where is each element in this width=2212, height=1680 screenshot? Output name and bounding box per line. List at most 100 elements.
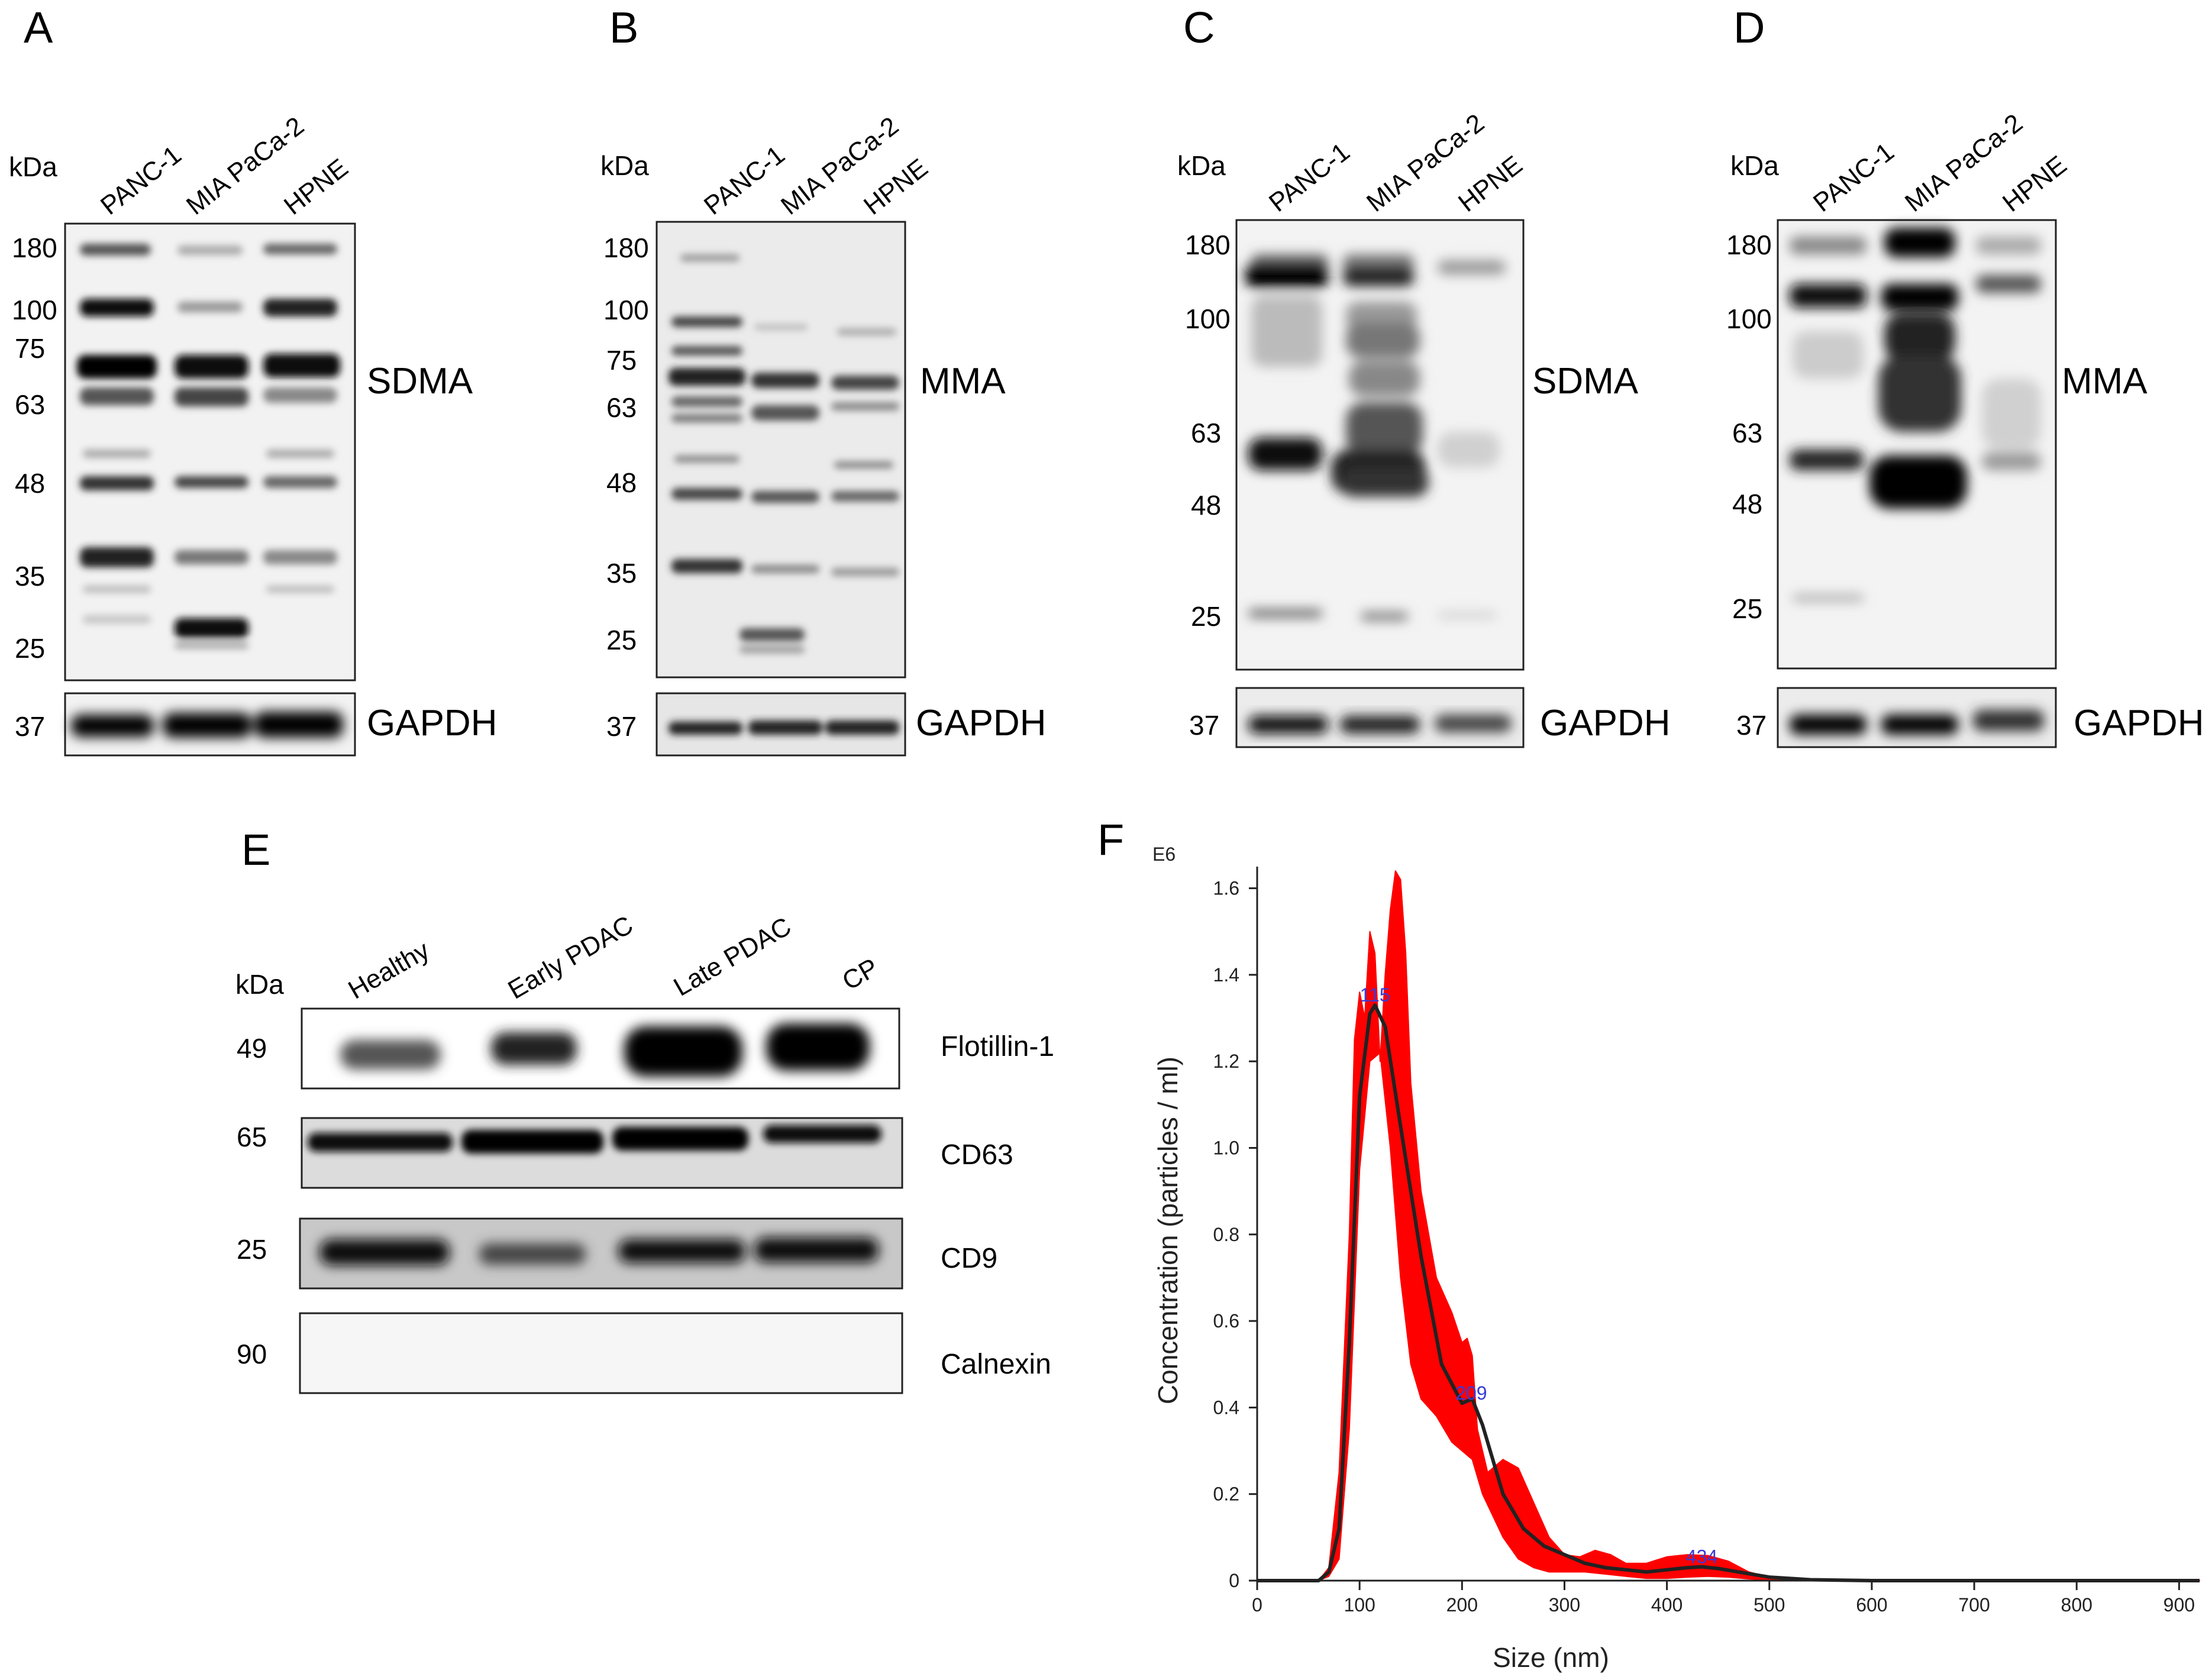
x-tick-label: 700: [1958, 1594, 1990, 1616]
antibody-label: SDMA: [367, 361, 473, 402]
panel-c: C kDa PANC-1 MIA PaCa-2 HPNE: [1177, 3, 1670, 748]
y-tick-label: 0.6: [1213, 1310, 1239, 1332]
row-label: Flotillin-1: [941, 1031, 1054, 1062]
panel-label-d: D: [1733, 3, 1765, 52]
bands: [340, 1023, 870, 1077]
marker: 75: [15, 333, 45, 364]
lane-label: HPNE: [1997, 150, 2072, 218]
size-distribution-chart: 0 0.2 0.4 0.6 0.8 1.0 1.2 1.4 1.6 0 100 200 300 400 50…: [1152, 867, 2200, 1673]
marker: 63: [15, 389, 45, 420]
x-tick-label: 400: [1651, 1594, 1683, 1616]
row-label: CD9: [941, 1243, 997, 1274]
markers: 180 100 63 48 25: [1185, 230, 1231, 632]
y-multiplier-label: E6: [1152, 844, 1176, 865]
panel-d: D kDa PANC-1 MIA PaCa-2 HPNE 180 100: [1726, 3, 2204, 748]
peak-label: 209: [1455, 1382, 1487, 1404]
row-label: CD63: [941, 1139, 1013, 1171]
control-label: GAPDH: [2074, 703, 2204, 744]
marker: 100: [1726, 303, 1772, 334]
marker: 48: [606, 467, 637, 498]
marker: 65: [237, 1122, 267, 1152]
marker: 48: [1732, 489, 1762, 519]
marker: 48: [1191, 490, 1221, 521]
y-tick-label: 1.0: [1213, 1137, 1239, 1158]
y-tick-label: 0.4: [1213, 1397, 1239, 1418]
lane-labels: PANC-1 MIA PaCa-2 HPNE: [1808, 108, 2072, 218]
y-tick-label: 0.8: [1213, 1224, 1239, 1245]
panel-a: A kDa PANC-1 MIA PaCa-2 HPNE: [9, 3, 497, 757]
x-axis-label: Size (nm): [1493, 1642, 1609, 1673]
peak-label: 115: [1360, 984, 1390, 1006]
lane-label: HPNE: [858, 153, 934, 221]
kda-label: kDa: [1177, 150, 1226, 181]
x-tick-label: 900: [2163, 1594, 2195, 1616]
lane-label: PANC-1: [95, 140, 187, 221]
marker: 100: [1185, 303, 1231, 334]
marker: 37: [606, 711, 637, 742]
x-tick-label: 600: [1856, 1594, 1887, 1616]
y-tick-label: 0: [1229, 1570, 1239, 1591]
panel-f: F E6 0 0.2 0.4 0.6 0.8 1.0 1.2 1.4 1.6 0 100 200 300…: [1097, 815, 2200, 1673]
lane-labels: Healthy Early PDAC Late PDAC CP: [344, 910, 883, 1005]
blot-calnexin: [299, 1312, 903, 1394]
marker: 180: [12, 232, 57, 263]
markers: 180 100 75 63 48 35 25: [603, 232, 649, 655]
peak-label: 434: [1686, 1546, 1717, 1568]
y-tick-label: 0.2: [1213, 1484, 1239, 1505]
lane-label: PANC-1: [1264, 137, 1355, 218]
marker: 63: [1732, 418, 1762, 448]
panel-b: B kDa PANC-1 MIA PaCa-2 HPNE: [600, 3, 1046, 757]
marker: 75: [606, 345, 637, 376]
panel-label-e: E: [241, 825, 270, 874]
x-tick-label: 800: [2061, 1594, 2092, 1616]
lane-labels: PANC-1 MIA PaCa-2 HPNE: [95, 111, 354, 221]
row-label: Calnexin: [941, 1349, 1051, 1380]
markers: 180 100 63 48 25: [1726, 230, 1772, 624]
bands: [71, 712, 343, 738]
bands: [308, 1125, 881, 1154]
lane-label: CP: [838, 953, 883, 996]
bands: [77, 244, 340, 649]
kda-label: kDa: [600, 150, 649, 181]
kda-label: kDa: [1730, 150, 1779, 181]
control-label: GAPDH: [367, 703, 497, 744]
marker: 25: [1191, 601, 1221, 632]
y-tick-label: 1.4: [1213, 964, 1239, 986]
bands: [669, 254, 899, 653]
mean-line: [1257, 1003, 2200, 1582]
marker: 35: [606, 558, 637, 589]
y-tick-label: 1.6: [1213, 878, 1239, 899]
lane-label: Healthy: [344, 936, 435, 1005]
y-tick-label: 1.2: [1213, 1051, 1239, 1072]
panel-label-a: A: [24, 3, 53, 52]
marker: 63: [606, 392, 637, 423]
marker: 100: [603, 295, 649, 325]
marker: 25: [606, 625, 637, 655]
x-tick-label: 200: [1446, 1594, 1478, 1616]
kda-label: kDa: [235, 969, 284, 1000]
marker: 63: [1191, 418, 1221, 448]
panel-label-b: B: [609, 3, 638, 52]
x-tick-label: 0: [1252, 1594, 1262, 1616]
x-tick-label: 500: [1754, 1594, 1785, 1616]
marker: 100: [12, 295, 57, 325]
x-tick-label: 300: [1549, 1594, 1580, 1616]
lane-label: Late PDAC: [669, 912, 796, 1001]
lane-label: Early PDAC: [503, 910, 638, 1005]
bands: [669, 721, 899, 735]
lane-label: PANC-1: [1808, 137, 1900, 218]
bands: [1790, 228, 2041, 602]
marker: 180: [1726, 230, 1772, 260]
bands: [1248, 715, 1512, 734]
y-axis-label: Concentration (particles / ml): [1152, 1057, 1183, 1404]
antibody-label: MMA: [2062, 361, 2148, 402]
lane-label: HPNE: [279, 153, 354, 221]
control-label: GAPDH: [1540, 703, 1670, 744]
bands: [1245, 254, 1506, 621]
marker: 48: [15, 468, 45, 499]
x-tick-label: 100: [1344, 1594, 1375, 1616]
antibody-label: MMA: [920, 361, 1006, 402]
panel-e: E kDa Healthy Early PDAC Late PDAC CP 49…: [235, 825, 1054, 1394]
blot-mma: [655, 221, 906, 679]
